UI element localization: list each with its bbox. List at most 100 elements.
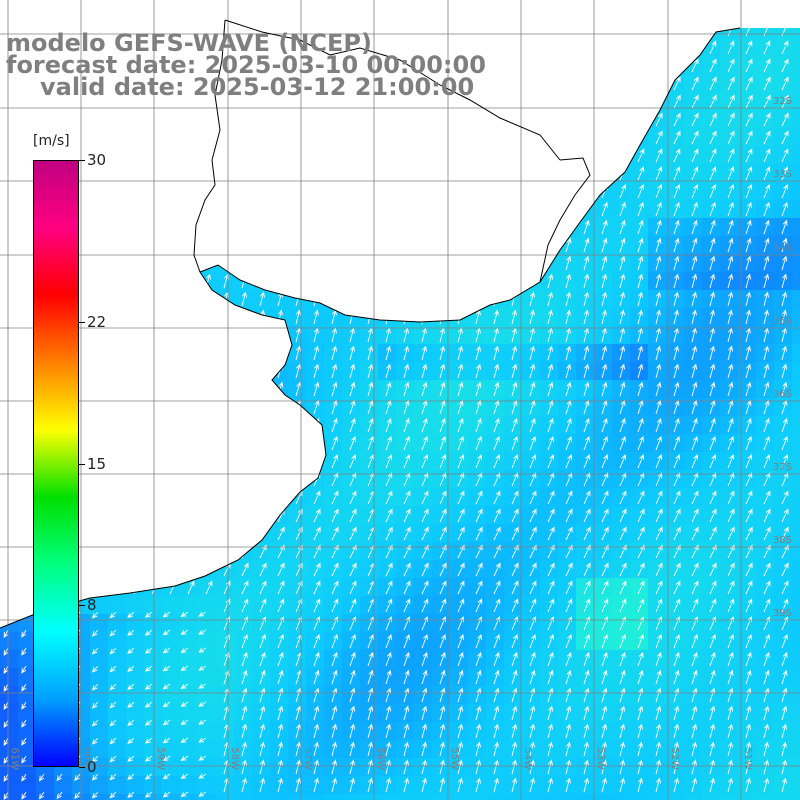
wind-speed-cell: [414, 470, 433, 489]
wind-speed-cell: [702, 632, 721, 651]
wind-speed-cell: [612, 182, 631, 201]
wind-speed-cell: [558, 794, 577, 800]
wind-speed-cell: [792, 398, 800, 417]
wind-speed-cell: [666, 470, 685, 489]
wind-speed-cell: [558, 434, 577, 453]
wind-speed-cell: [396, 290, 415, 309]
wind-arrow: [619, 651, 626, 667]
wind-speed-cell: [216, 380, 235, 399]
wind-arrow: [127, 737, 135, 745]
wind-arrow: [367, 669, 374, 685]
wind-arrow: [529, 327, 535, 343]
wind-speed-cell: [540, 452, 559, 471]
wind-speed-cell: [0, 434, 19, 453]
wind-arrow: [385, 562, 393, 577]
wind-speed-cell: [720, 542, 739, 561]
longitude-label: 55W: [449, 747, 460, 770]
wind-arrow: [493, 381, 500, 397]
wind-speed-cell: [198, 722, 217, 741]
wind-arrow: [565, 112, 573, 127]
wind-speed-cell: [504, 470, 523, 489]
wind-speed-cell: [558, 650, 577, 669]
wind-arrow: [241, 669, 248, 685]
wind-arrow: [133, 562, 141, 577]
wind-speed-cell: [396, 308, 415, 327]
wind-arrow: [223, 417, 230, 433]
wind-arrow: [313, 544, 321, 559]
wind-speed-cell: [612, 128, 631, 147]
wind-arrow: [691, 562, 699, 577]
wind-speed-cell: [144, 362, 163, 381]
wind-speed-cell: [540, 488, 559, 507]
wind-arrow: [781, 237, 788, 253]
wind-speed-cell: [756, 434, 775, 453]
wind-speed-cell: [684, 416, 703, 435]
wind-arrow: [547, 94, 555, 109]
wind-speed-cell: [774, 110, 793, 129]
wind-speed-cell: [720, 110, 739, 129]
wind-speed-cell: [594, 524, 613, 543]
wind-arrow: [115, 255, 122, 271]
wind-speed-cell: [522, 146, 541, 165]
wind-arrow: [655, 723, 661, 739]
wind-arrow: [115, 148, 123, 163]
wind-speed-cell: [450, 524, 469, 543]
wind-speed-cell: [702, 452, 721, 471]
wind-arrow: [7, 130, 15, 145]
wind-arrow: [601, 651, 608, 667]
wind-arrow: [601, 363, 608, 379]
wind-arrow: [475, 598, 483, 613]
wind-arrow: [259, 580, 267, 595]
wind-speed-cell: [360, 506, 379, 525]
wind-arrow: [511, 526, 519, 541]
wind-arrow: [439, 723, 445, 739]
wind-speed-cell: [594, 398, 613, 417]
wind-arrow: [529, 309, 535, 325]
wind-arrow: [421, 363, 428, 379]
wind-speed-cell: [432, 398, 451, 417]
wind-speed-cell: [270, 560, 289, 579]
wind-speed-cell: [144, 416, 163, 435]
wind-arrow: [529, 237, 536, 253]
wind-speed-cell: [612, 560, 631, 579]
wind-arrow: [187, 255, 194, 271]
wind-arrow: [583, 417, 590, 433]
wind-speed-cell: [324, 614, 343, 633]
wind-arrow: [745, 345, 751, 361]
wind-speed-cell: [702, 434, 721, 453]
wind-arrow: [25, 490, 33, 505]
wind-speed-cell: [360, 560, 379, 579]
wind-arrow: [583, 40, 591, 55]
wind-arrow: [277, 759, 283, 775]
wind-speed-cell: [666, 668, 685, 687]
wind-arrow: [547, 381, 554, 397]
wind-arrow: [583, 381, 590, 397]
wind-arrow: [457, 669, 464, 685]
wind-arrow: [709, 526, 717, 541]
wind-speed-cell: [378, 560, 397, 579]
wind-arrow: [709, 201, 716, 217]
wind-arrow: [187, 237, 194, 253]
wind-arrow: [25, 130, 33, 145]
wind-arrow: [493, 237, 500, 253]
wind-speed-cell: [522, 56, 541, 75]
wind-speed-cell: [198, 344, 217, 363]
wind-arrow: [349, 651, 356, 667]
wind-speed-cell: [414, 128, 433, 147]
wind-arrow: [205, 166, 213, 181]
wind-arrow: [331, 580, 339, 595]
wind-speed-cell: [180, 506, 199, 525]
wind-arrow: [547, 130, 555, 145]
wind-speed-cell: [126, 128, 145, 147]
wind-arrow: [781, 651, 788, 667]
wind-arrow: [349, 508, 357, 523]
wind-arrow: [151, 508, 159, 523]
wind-speed-cell: [450, 542, 469, 561]
wind-arrow: [223, 112, 231, 127]
wind-arrow: [673, 687, 680, 703]
wind-speed-cell: [594, 146, 613, 165]
wind-speed-cell: [36, 794, 55, 800]
wind-arrow: [331, 705, 338, 721]
longitude-label: 56W: [375, 747, 386, 770]
